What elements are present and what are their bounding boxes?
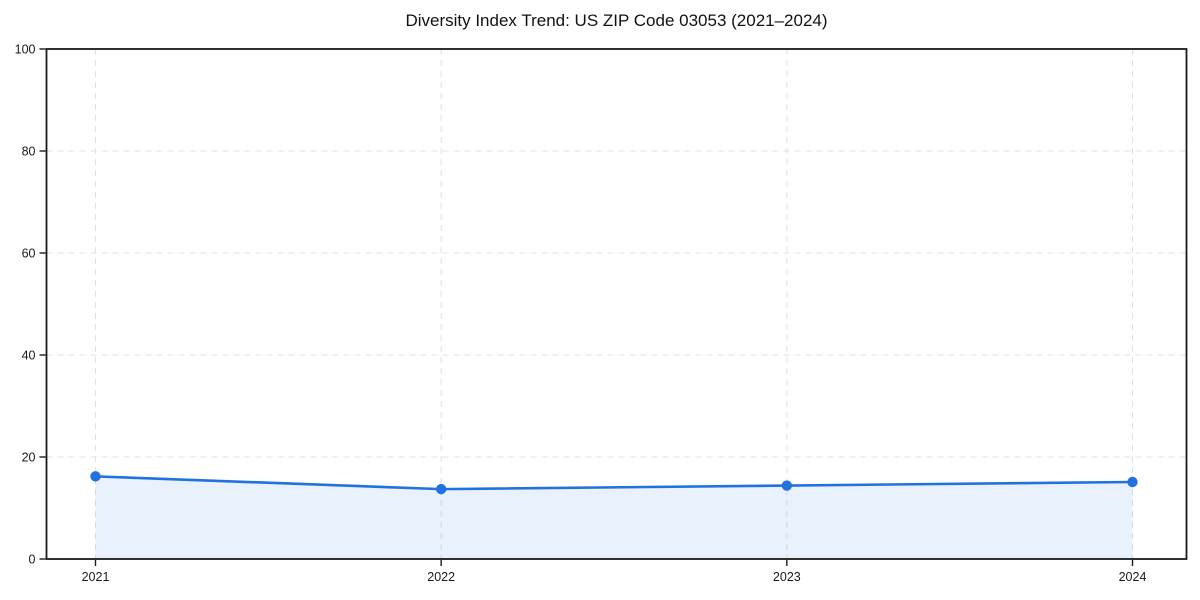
plot-border [45,48,1188,560]
y-tick-label: 0 [29,553,36,567]
x-tick-label: 2021 [82,570,110,584]
x-tick-label: 2024 [1119,570,1147,584]
area-fill [95,476,1133,559]
data-point-2021 [90,471,101,482]
chart-title: Diversity Index Trend: US ZIP Code 03053… [405,11,828,30]
x-tick-label: 2023 [773,570,801,584]
y-tick-label: 80 [22,145,36,159]
data-point-2023 [781,480,793,491]
y-tick-label: 60 [22,247,36,261]
trend-line [94,475,1134,491]
y-tick-label: 100 [15,43,36,57]
data-point-2024 [1127,476,1138,488]
y-tick-label: 20 [22,451,36,465]
data-point-2022 [435,483,447,495]
x-tick-label: 2022 [427,570,455,584]
y-tick-label: 40 [22,349,36,363]
